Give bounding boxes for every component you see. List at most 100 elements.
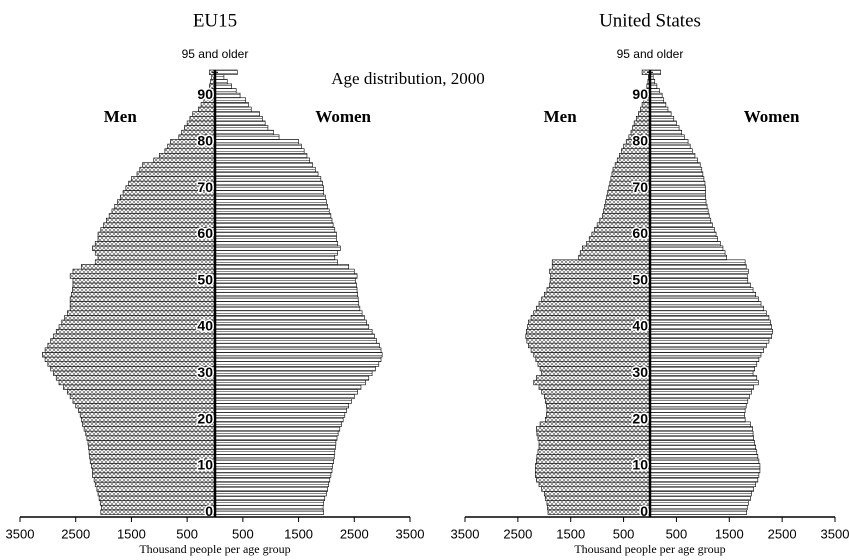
bar [214,199,327,205]
x-tick-label: 3500 [396,526,425,541]
bar [214,504,324,511]
bar [214,463,333,469]
bar [114,203,216,210]
bar [214,254,336,261]
bar [649,273,748,279]
bar [649,111,672,117]
bar [538,384,651,390]
bar [649,157,698,163]
bar [72,398,216,404]
bar [50,338,216,344]
bar [611,171,651,177]
bar [533,379,651,386]
x-tick-label: 500 [232,526,254,541]
bar [214,407,347,413]
bar [72,287,216,293]
bar [69,393,216,400]
bar [621,148,651,154]
bar [184,125,216,131]
bar [214,352,383,358]
bar [546,403,651,409]
bar [602,213,651,219]
bar [649,407,746,413]
bar [214,486,328,492]
bar [649,125,680,131]
bar [80,264,216,270]
bar [649,379,759,386]
x-tick-label: 1500 [715,526,744,541]
bar [214,116,263,122]
bar [214,389,358,395]
bar [92,245,216,251]
bar [649,88,660,94]
bar [214,310,363,316]
bar [649,92,663,99]
bar [78,407,216,413]
bar [214,217,333,224]
x-tick-label: 3500 [6,526,35,541]
x-tick-label: 500 [613,526,635,541]
bar [649,458,760,464]
bar [649,366,755,372]
y-tick-label: 20 [632,410,648,426]
bar [89,458,216,464]
bar [649,259,746,265]
y-tick-label: 90 [632,86,648,102]
bar [214,481,329,488]
bar [649,116,675,122]
bar [214,273,358,279]
bar [214,393,355,400]
bar [578,254,651,261]
bar [214,194,326,200]
bar [649,319,771,325]
bar [111,208,216,214]
bar [599,217,651,224]
bar [214,78,228,85]
bar [649,296,759,302]
bar [94,241,216,247]
bar [649,227,715,233]
bar [136,171,216,177]
series-label: Women [744,107,800,126]
bar [543,291,651,298]
bar [546,500,651,506]
y-tick-label: 30 [632,364,648,380]
bar [649,504,748,511]
bar [158,153,216,159]
series-label: Men [104,107,138,126]
bar [214,379,366,386]
series-label: Women [315,107,371,126]
y-tick-label: 0 [640,503,648,519]
bar [214,319,367,325]
bar [214,69,238,75]
bar [649,278,749,284]
bar [649,180,706,187]
y-tick-label: 60 [632,225,648,241]
bar [106,217,216,224]
bar [649,347,764,353]
y-tick-label: 95 and older [617,47,684,61]
bar [649,416,746,423]
bar [214,458,334,464]
bar [541,486,651,492]
bar [79,412,216,418]
bar [649,491,752,497]
bar [87,440,216,446]
bar [649,481,757,488]
bar [214,203,328,210]
bar [530,347,651,353]
bar [649,102,667,108]
bar [64,315,216,321]
bar [649,421,751,427]
bar [649,393,750,400]
bar [214,495,326,501]
y-tick-label: 80 [632,132,648,148]
bar [525,333,651,339]
bar [538,301,651,307]
bar [649,143,691,150]
bar [214,185,324,191]
bar [649,486,754,492]
y-tick-label: 10 [197,457,213,473]
bar [649,370,754,376]
bar [214,509,324,515]
